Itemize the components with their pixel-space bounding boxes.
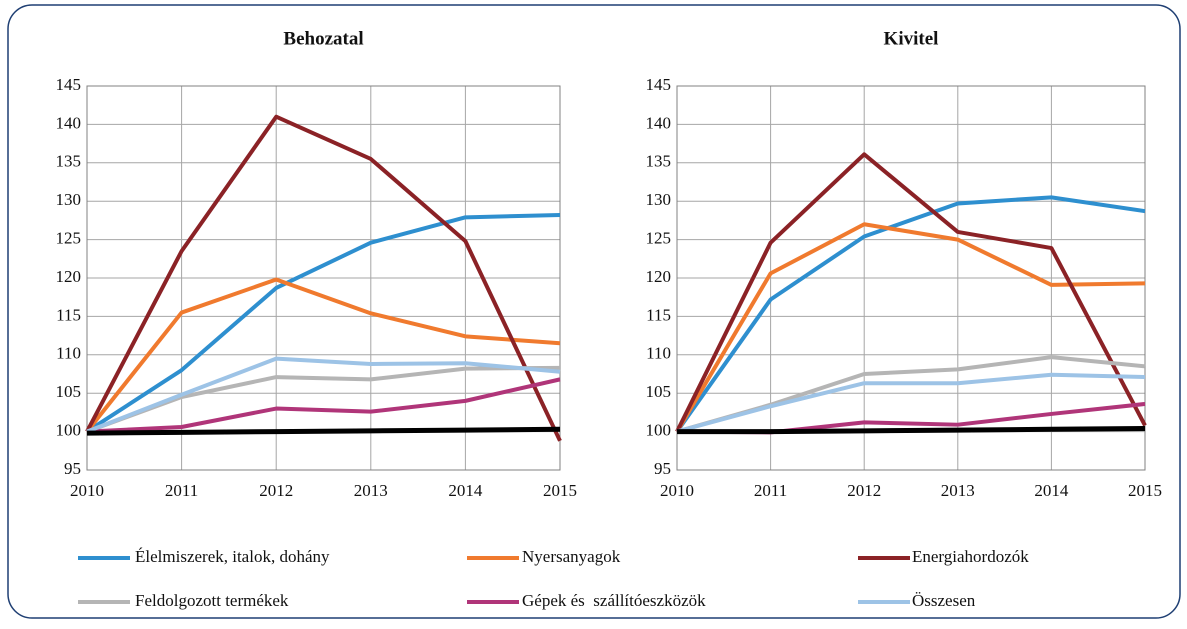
plot-border (676, 85, 1146, 471)
y-tick-label: 95 (654, 459, 671, 478)
y-tick-label: 115 (646, 305, 671, 324)
x-tick-label: 2013 (354, 481, 388, 500)
series-line (675, 152, 1147, 433)
y-tick-label: 130 (646, 190, 672, 209)
y-tick-label: 100 (56, 421, 82, 440)
x-tick-label: 2010 (70, 481, 104, 500)
series-line (677, 426, 1146, 435)
y-tick-label: 145 (56, 75, 82, 94)
series-line (85, 213, 561, 434)
x-tick-label: 2015 (543, 481, 577, 500)
x-tick-label: 2013 (941, 481, 975, 500)
y-tick-label: 135 (646, 152, 672, 171)
y-tick-label: 110 (56, 344, 81, 363)
legend-label: Összesen (912, 591, 976, 610)
x-tick-label: 2011 (165, 481, 198, 500)
series-line (85, 277, 561, 433)
x-tick-label: 2011 (754, 481, 787, 500)
y-tick-label: 110 (646, 344, 671, 363)
y-tick-label: 105 (646, 382, 672, 401)
y-tick-label: 95 (64, 459, 81, 478)
y-tick-label: 145 (646, 75, 672, 94)
y-tick-label: 115 (56, 305, 81, 324)
legend-label: Élelmiszerek, italok, dohány (135, 547, 330, 566)
y-tick-label: 105 (56, 382, 82, 401)
series-line (676, 372, 1146, 434)
plot-border (86, 85, 561, 471)
y-tick-label: 120 (646, 267, 672, 286)
series-line (86, 426, 561, 436)
legend-label: Feldolgozott termékek (135, 591, 289, 610)
y-tick-label: 135 (56, 152, 82, 171)
chart-title: Behozatal (283, 28, 363, 49)
y-tick-label: 140 (646, 113, 672, 132)
x-tick-label: 2014 (448, 481, 483, 500)
x-tick-label: 2012 (847, 481, 881, 500)
chart-title: Kivitel (884, 28, 939, 49)
series-line (675, 222, 1146, 433)
y-tick-label: 130 (56, 190, 82, 209)
legend-label: Energiahordozók (912, 547, 1029, 566)
y-tick-label: 125 (56, 229, 82, 248)
frame (7, 4, 1181, 619)
legend-label: Nyersanyagok (522, 547, 621, 566)
y-tick-label: 140 (56, 113, 82, 132)
y-tick-label: 120 (56, 267, 82, 286)
series-line (85, 114, 562, 442)
legend-label: Gépek és szállítóeszközök (522, 591, 706, 610)
x-tick-label: 2015 (1128, 481, 1162, 500)
y-tick-label: 125 (646, 229, 672, 248)
x-tick-label: 2014 (1034, 481, 1069, 500)
series-line (675, 195, 1146, 433)
x-tick-label: 2010 (660, 481, 694, 500)
x-tick-label: 2012 (259, 481, 293, 500)
series-line (86, 356, 561, 434)
series-line (86, 377, 561, 434)
y-tick-label: 100 (646, 421, 672, 440)
